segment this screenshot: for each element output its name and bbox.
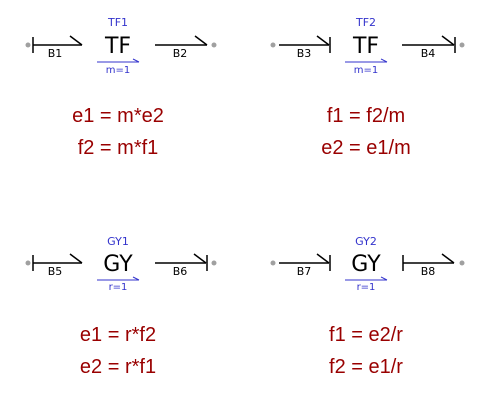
tf1-param: m=1 [106, 65, 130, 76]
bond-b6[interactable] [155, 253, 208, 271]
bond-b7[interactable] [279, 253, 331, 271]
gy1-block[interactable]: B5 GY1 GY r=1 B6 e1 = r*f2 e2 = r*f1 [25, 235, 217, 378]
bond-b8[interactable] [402, 253, 455, 271]
tf2-symbol: TF [352, 34, 379, 59]
tf1-block[interactable]: B1 TF1 TF m=1 B2 e1 = m*e2 f2 = m*f1 [25, 16, 217, 159]
tf1-equation-2: f2 = m*f1 [78, 137, 159, 159]
gy2-right-port[interactable] [459, 260, 465, 266]
bond-b6-label: B6 [173, 265, 188, 278]
gy1-param: r=1 [109, 282, 128, 293]
gy1-name-label: GY1 [107, 235, 129, 248]
gy1-left-port[interactable] [25, 260, 31, 266]
bond-b5[interactable] [32, 253, 83, 271]
tf2-param-arrow [345, 58, 388, 63]
gy2-symbol: GY [351, 252, 381, 277]
gy2-param: r=1 [357, 282, 376, 293]
tf1-right-port[interactable] [211, 42, 217, 48]
tf1-left-port[interactable] [25, 42, 31, 48]
tf2-left-port[interactable] [270, 42, 276, 48]
tf1-name-label: TF1 [107, 16, 128, 29]
bond-b1-label: B1 [48, 47, 63, 60]
gy1-equation-2: e2 = r*f1 [80, 356, 156, 378]
tf1-symbol: TF [104, 34, 131, 59]
bond-b3[interactable] [279, 35, 331, 53]
tf2-right-port[interactable] [459, 42, 465, 48]
tf2-block[interactable]: B3 TF2 TF m=1 B4 f1 = f2/m e2 = e1/m [270, 16, 465, 159]
gy1-equation-1: e1 = r*f2 [80, 324, 156, 346]
gy1-symbol: GY [103, 252, 133, 277]
bond-b1[interactable] [32, 35, 83, 53]
bond-b2-label: B2 [173, 47, 188, 60]
tf1-equation-1: e1 = m*e2 [72, 105, 164, 127]
bond-b5-label: B5 [48, 265, 63, 278]
gy1-param-arrow [97, 276, 140, 281]
gy1-right-port[interactable] [211, 260, 217, 266]
gy2-block[interactable]: B7 GY2 GY r=1 B8 f1 = e2/r f2 = e1/r [270, 235, 465, 378]
tf2-name-label: TF2 [355, 16, 376, 29]
gy2-param-arrow [345, 276, 388, 281]
tf2-equation-2: e2 = e1/m [321, 137, 411, 159]
gy2-name-label: GY2 [355, 235, 377, 248]
tf1-param-arrow [97, 58, 140, 63]
tf2-param: m=1 [354, 65, 378, 76]
bond-b2[interactable] [155, 35, 208, 46]
gy2-left-port[interactable] [270, 260, 276, 266]
bond-b4[interactable] [402, 35, 456, 53]
bond-b8-label: B8 [421, 265, 436, 278]
bond-b4-label: B4 [421, 47, 436, 60]
bond-b7-label: B7 [297, 265, 312, 278]
gy2-equation-1: f1 = e2/r [329, 324, 403, 346]
gy2-equation-2: f2 = e1/r [329, 356, 403, 378]
tf2-equation-1: f1 = f2/m [327, 105, 405, 127]
bond-b3-label: B3 [297, 47, 312, 60]
